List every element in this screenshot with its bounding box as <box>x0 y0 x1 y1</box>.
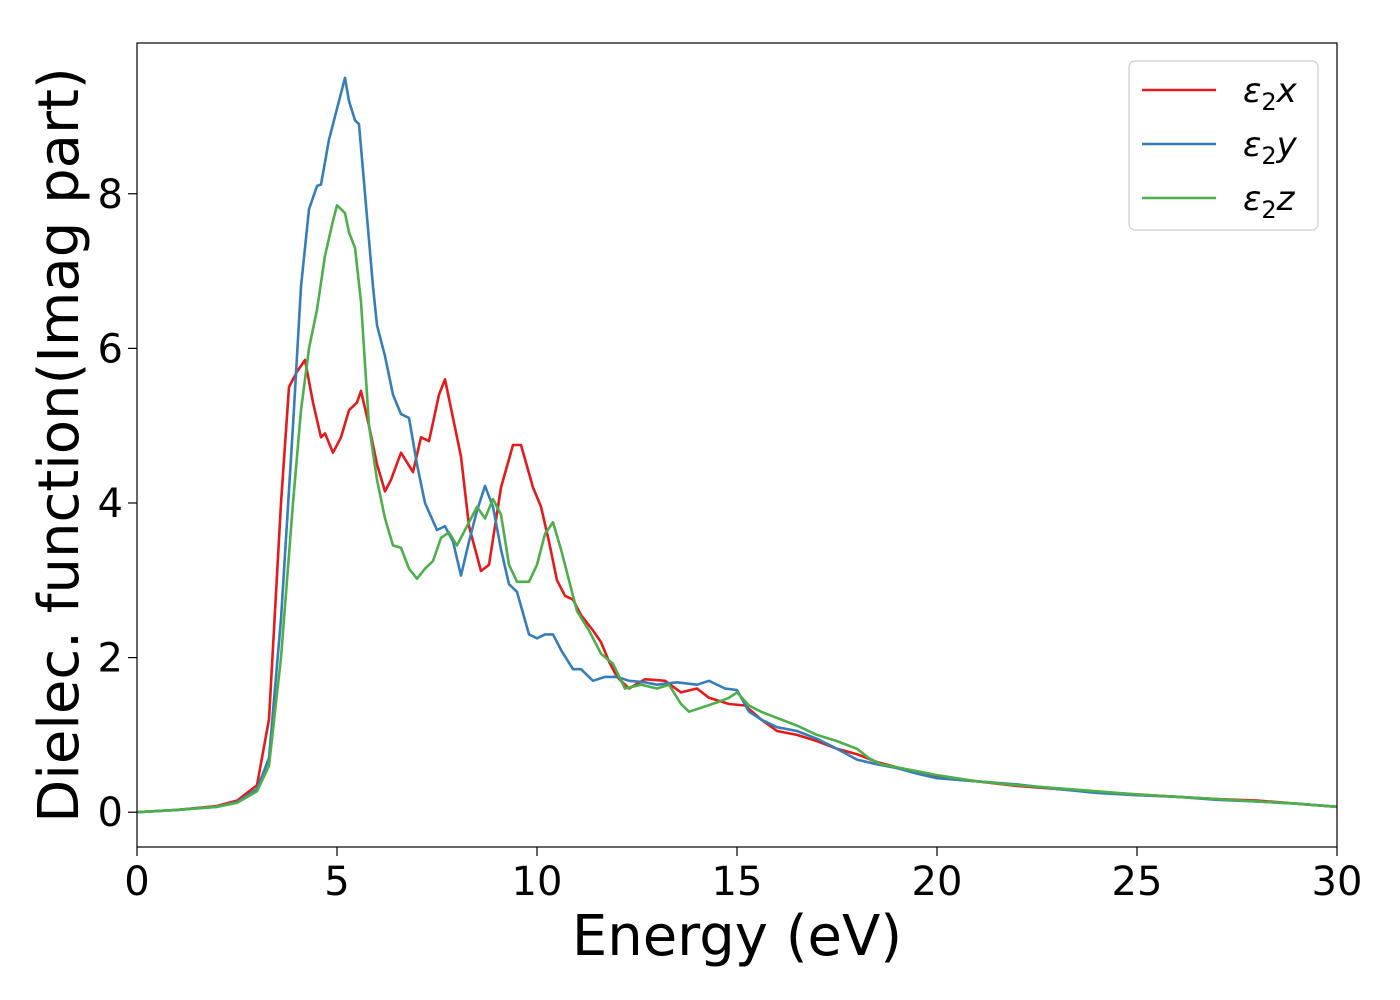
series-layer <box>137 76 1337 814</box>
x-tick-label: 15 <box>712 859 763 905</box>
x-tick-label: 30 <box>1312 859 1363 905</box>
x-tick-label: 10 <box>512 859 563 905</box>
y-tick-label: 4 <box>98 481 123 527</box>
y-tick-label: 0 <box>98 790 123 836</box>
y-axis-label: Dielec. function(Imag part) <box>27 67 92 823</box>
y-tick-label: 2 <box>98 636 123 682</box>
legend-label-x: ε2x <box>1243 71 1298 116</box>
legend-label-y: ε2y <box>1243 125 1298 170</box>
series-line-z <box>137 204 1337 814</box>
legend-label-subscript: 2 <box>1261 88 1276 116</box>
y-tick-label: 6 <box>98 326 123 372</box>
legend-label-suffix: y <box>1276 125 1298 165</box>
x-tick-label: 5 <box>324 859 349 905</box>
y-axis-ticks: 0 2 4 6 8 <box>98 172 137 836</box>
legend-label-base: ε <box>1243 179 1261 219</box>
legend-label-subscript: 2 <box>1261 142 1276 170</box>
legend-label-suffix: x <box>1276 71 1298 111</box>
legend-label-base: ε <box>1243 71 1261 111</box>
legend-label-subscript: 2 <box>1261 196 1276 224</box>
x-axis-label: Energy (eV) <box>572 904 902 969</box>
y-tick-label: 8 <box>98 172 123 218</box>
x-axis-ticks: 0 5 10 15 20 25 30 <box>124 847 1362 905</box>
legend-label-suffix: z <box>1276 179 1296 219</box>
legend-label-base: ε <box>1243 125 1261 165</box>
legend-label-z: ε2z <box>1243 179 1296 224</box>
x-tick-label: 20 <box>912 859 963 905</box>
x-tick-label: 25 <box>1112 859 1163 905</box>
legend-box <box>1128 60 1319 231</box>
series-line-x <box>137 358 1337 814</box>
x-tick-label: 0 <box>124 859 149 905</box>
